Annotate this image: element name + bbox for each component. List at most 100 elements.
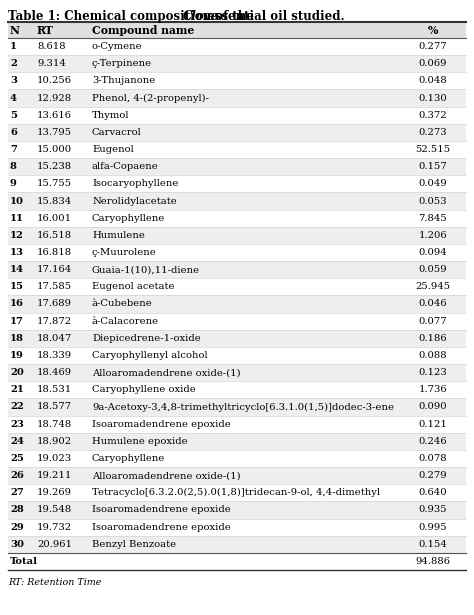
Bar xyxy=(8,278,466,295)
Text: 0.049: 0.049 xyxy=(419,180,447,188)
Text: 12.928: 12.928 xyxy=(37,93,72,103)
Bar xyxy=(8,141,466,158)
Text: Caryophyllene: Caryophyllene xyxy=(92,213,165,223)
Bar xyxy=(8,158,466,175)
Text: 25.945: 25.945 xyxy=(415,282,451,292)
Bar xyxy=(8,501,466,518)
Bar xyxy=(8,553,466,570)
Text: 17: 17 xyxy=(10,317,24,326)
Text: 9a-Acetoxy-3,4,8-trimethyltricyclo[6.3.1.0(1,5)]dodec-3-ene: 9a-Acetoxy-3,4,8-trimethyltricyclo[6.3.1… xyxy=(92,402,394,411)
Bar xyxy=(8,175,466,192)
Text: ç-Muurolene: ç-Muurolene xyxy=(92,248,157,257)
Text: 5: 5 xyxy=(10,111,17,120)
Text: Isoaromadendrene epoxide: Isoaromadendrene epoxide xyxy=(92,523,231,531)
Text: 16.518: 16.518 xyxy=(37,231,72,240)
Text: 1.206: 1.206 xyxy=(419,231,447,240)
Text: 18.531: 18.531 xyxy=(37,386,72,394)
Text: 20: 20 xyxy=(10,368,24,377)
Text: Guaia-1(10),11-diene: Guaia-1(10),11-diene xyxy=(92,265,200,274)
Text: 0.157: 0.157 xyxy=(419,162,447,171)
Text: 0.995: 0.995 xyxy=(419,523,447,531)
Text: Isoaromadendrene epoxide: Isoaromadendrene epoxide xyxy=(92,506,231,514)
Text: 13: 13 xyxy=(10,248,24,257)
Text: 18: 18 xyxy=(10,334,24,343)
Text: 19.269: 19.269 xyxy=(37,488,72,498)
Text: 18.748: 18.748 xyxy=(37,419,72,429)
Bar xyxy=(8,244,466,261)
Text: 15: 15 xyxy=(10,282,24,292)
Text: 17.689: 17.689 xyxy=(37,300,72,309)
Bar xyxy=(8,22,466,38)
Text: 0.130: 0.130 xyxy=(419,93,447,103)
Text: ç-Terpinene: ç-Terpinene xyxy=(92,59,152,68)
Text: 22: 22 xyxy=(10,402,24,411)
Text: 19: 19 xyxy=(10,351,24,360)
Text: 0.121: 0.121 xyxy=(419,419,447,429)
Bar xyxy=(8,261,466,278)
Text: 0.186: 0.186 xyxy=(419,334,447,343)
Text: 0.123: 0.123 xyxy=(419,368,447,377)
Bar xyxy=(8,467,466,484)
Text: 11: 11 xyxy=(10,213,24,223)
Bar xyxy=(8,295,466,312)
Text: essential oil studied.: essential oil studied. xyxy=(203,10,344,23)
Text: Alloaromadendrene oxide-(1): Alloaromadendrene oxide-(1) xyxy=(92,368,241,377)
Text: 0.273: 0.273 xyxy=(419,128,447,137)
Text: 3: 3 xyxy=(10,76,17,85)
Bar xyxy=(8,484,466,501)
Text: 17.872: 17.872 xyxy=(37,317,72,326)
Text: 17.164: 17.164 xyxy=(37,265,72,274)
Text: Humulene epoxide: Humulene epoxide xyxy=(92,437,188,446)
Text: 0.246: 0.246 xyxy=(419,437,447,446)
Bar xyxy=(8,416,466,433)
Text: Humulene: Humulene xyxy=(92,231,145,240)
Text: Clove: Clove xyxy=(182,10,219,23)
Text: Total: Total xyxy=(10,557,38,566)
Bar xyxy=(8,330,466,347)
Text: 0.088: 0.088 xyxy=(419,351,447,360)
Text: 10.256: 10.256 xyxy=(37,76,72,85)
Bar xyxy=(8,450,466,467)
Text: 16.818: 16.818 xyxy=(37,248,72,257)
Text: Caryophyllenyl alcohol: Caryophyllenyl alcohol xyxy=(92,351,208,360)
Text: Benzyl Benzoate: Benzyl Benzoate xyxy=(92,540,176,549)
Text: %: % xyxy=(428,25,438,36)
Text: 0.154: 0.154 xyxy=(419,540,447,549)
Text: Diepicedrene-1-oxide: Diepicedrene-1-oxide xyxy=(92,334,201,343)
Text: alfa-Copaene: alfa-Copaene xyxy=(92,162,159,171)
Text: 6: 6 xyxy=(10,128,17,137)
Text: Alloaromadendrene oxide-(1): Alloaromadendrene oxide-(1) xyxy=(92,471,241,480)
Text: 18.902: 18.902 xyxy=(37,437,72,446)
Text: Caryophyllene: Caryophyllene xyxy=(92,454,165,463)
Text: 1: 1 xyxy=(10,42,17,51)
Text: 9: 9 xyxy=(10,180,17,188)
Text: 27: 27 xyxy=(10,488,24,498)
Text: 15.000: 15.000 xyxy=(37,145,72,154)
Text: Tetracyclo[6.3.2.0(2,5).0(1,8)]tridecan-9-ol, 4,4-dimethyl: Tetracyclo[6.3.2.0(2,5).0(1,8)]tridecan-… xyxy=(92,488,380,498)
Text: 0.372: 0.372 xyxy=(419,111,447,120)
Bar xyxy=(8,433,466,450)
Text: 26: 26 xyxy=(10,471,24,480)
Bar xyxy=(8,90,466,106)
Text: 18.047: 18.047 xyxy=(37,334,72,343)
Text: Eugenol acetate: Eugenol acetate xyxy=(92,282,174,292)
Text: 52.515: 52.515 xyxy=(415,145,451,154)
Bar xyxy=(8,210,466,227)
Text: 0.046: 0.046 xyxy=(419,300,447,309)
Text: 7.845: 7.845 xyxy=(419,213,447,223)
Text: 13.795: 13.795 xyxy=(37,128,72,137)
Text: 7: 7 xyxy=(10,145,17,154)
Text: 19.548: 19.548 xyxy=(37,506,72,514)
Text: à-Calacorene: à-Calacorene xyxy=(92,317,159,326)
Text: 19.023: 19.023 xyxy=(37,454,72,463)
Text: Thymol: Thymol xyxy=(92,111,129,120)
Text: 21: 21 xyxy=(10,386,24,394)
Text: Carvacrol: Carvacrol xyxy=(92,128,142,137)
Text: 4: 4 xyxy=(10,93,17,103)
Text: 10: 10 xyxy=(10,197,24,205)
Text: 30: 30 xyxy=(10,540,24,549)
Text: Eugenol: Eugenol xyxy=(92,145,134,154)
Text: 16.001: 16.001 xyxy=(37,213,72,223)
Text: Isoaromadendrene epoxide: Isoaromadendrene epoxide xyxy=(92,419,231,429)
Text: Caryophyllene oxide: Caryophyllene oxide xyxy=(92,386,196,394)
